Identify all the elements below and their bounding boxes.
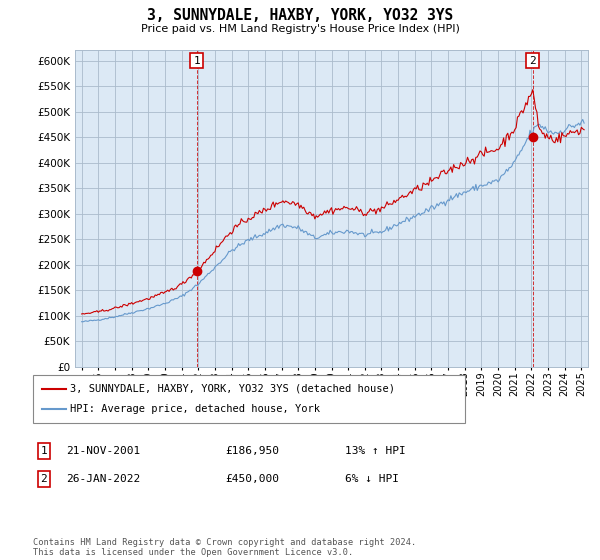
Text: £186,950: £186,950	[225, 446, 279, 456]
Text: 21-NOV-2001: 21-NOV-2001	[66, 446, 140, 456]
Text: HPI: Average price, detached house, York: HPI: Average price, detached house, York	[70, 404, 320, 414]
Text: Price paid vs. HM Land Registry's House Price Index (HPI): Price paid vs. HM Land Registry's House …	[140, 24, 460, 34]
Text: 1: 1	[193, 55, 200, 66]
Text: 13% ↑ HPI: 13% ↑ HPI	[345, 446, 406, 456]
Text: 3, SUNNYDALE, HAXBY, YORK, YO32 3YS: 3, SUNNYDALE, HAXBY, YORK, YO32 3YS	[147, 8, 453, 24]
Text: 6% ↓ HPI: 6% ↓ HPI	[345, 474, 399, 484]
Text: 26-JAN-2022: 26-JAN-2022	[66, 474, 140, 484]
Text: Contains HM Land Registry data © Crown copyright and database right 2024.
This d: Contains HM Land Registry data © Crown c…	[33, 538, 416, 557]
Text: 2: 2	[40, 474, 47, 484]
Text: 1: 1	[40, 446, 47, 456]
Text: £450,000: £450,000	[225, 474, 279, 484]
Text: 2: 2	[529, 55, 536, 66]
Text: 3, SUNNYDALE, HAXBY, YORK, YO32 3YS (detached house): 3, SUNNYDALE, HAXBY, YORK, YO32 3YS (det…	[70, 384, 395, 394]
